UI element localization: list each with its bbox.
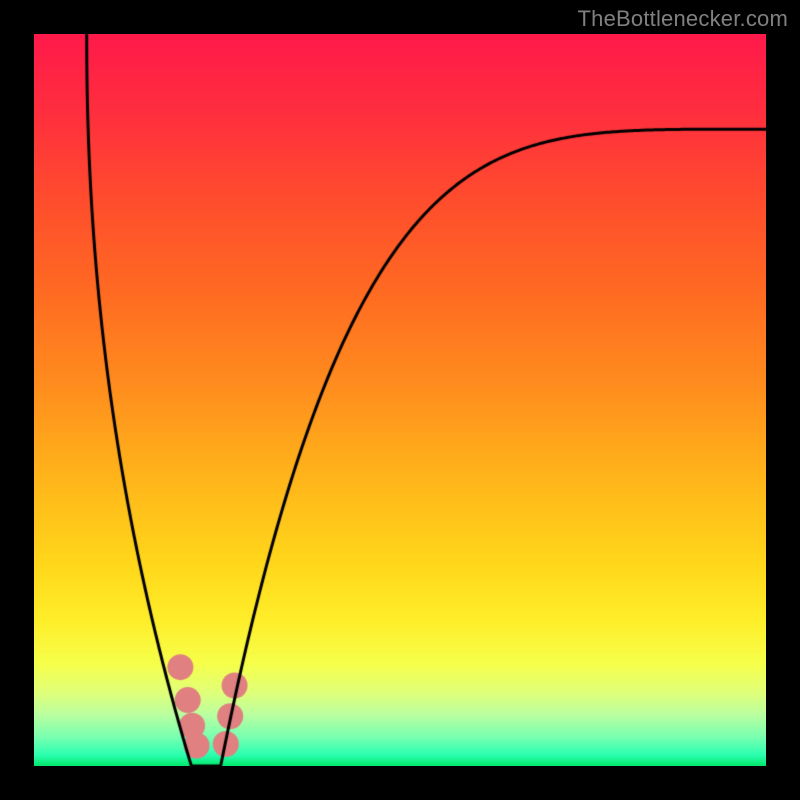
chart-stage: TheBottlenecker.com <box>0 0 800 800</box>
plot-area <box>34 34 766 766</box>
watermark-text: TheBottlenecker.com <box>578 6 788 32</box>
bottleneck-curve-canvas <box>34 34 766 766</box>
